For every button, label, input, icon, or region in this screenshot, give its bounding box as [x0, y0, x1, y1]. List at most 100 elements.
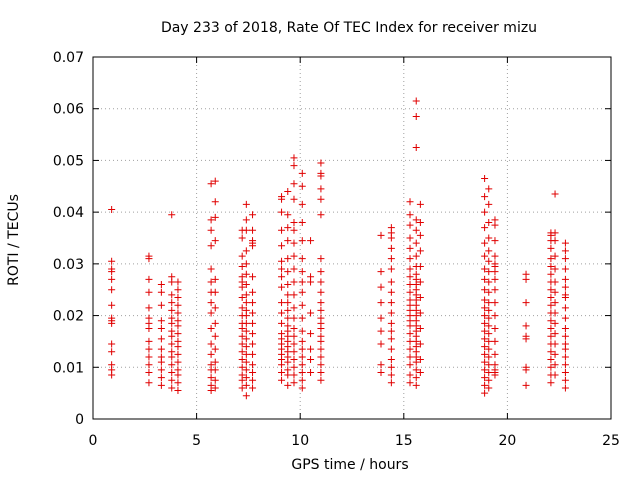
- data-point: [168, 306, 176, 314]
- data-point: [491, 361, 499, 369]
- data-point: [278, 299, 286, 307]
- data-point: [211, 384, 219, 392]
- data-point: [551, 319, 559, 327]
- data-point: [207, 381, 215, 389]
- data-point: [377, 231, 385, 239]
- data-point: [290, 265, 298, 273]
- data-point: [145, 345, 153, 353]
- data-point: [290, 348, 298, 356]
- data-point: [211, 288, 219, 296]
- data-point: [157, 288, 165, 296]
- data-point: [547, 255, 555, 263]
- data-point: [238, 384, 246, 392]
- data-point: [416, 247, 424, 255]
- data-point: [416, 218, 424, 226]
- data-point: [242, 366, 250, 374]
- data-point: [290, 340, 298, 348]
- x-tick-label: 20: [498, 433, 516, 449]
- data-point: [238, 371, 246, 379]
- data-point: [211, 358, 219, 366]
- data-point: [242, 247, 250, 255]
- data-point: [307, 309, 315, 317]
- data-point: [145, 304, 153, 312]
- data-point: [387, 278, 395, 286]
- data-point: [387, 327, 395, 335]
- plot-frame: [92, 56, 612, 420]
- data-point: [547, 348, 555, 356]
- data-point: [207, 299, 215, 307]
- data-point: [551, 371, 559, 379]
- data-point: [290, 278, 298, 286]
- data-point: [551, 340, 559, 348]
- data-point: [481, 275, 489, 283]
- data-point: [481, 319, 489, 327]
- data-point: [485, 257, 493, 265]
- data-point: [547, 332, 555, 340]
- data-point: [157, 281, 165, 289]
- data-point: [406, 353, 414, 361]
- data-point: [157, 381, 165, 389]
- data-point: [284, 211, 292, 219]
- data-point: [387, 379, 395, 387]
- data-point: [238, 293, 246, 301]
- data-point: [298, 237, 306, 245]
- data-point: [485, 337, 493, 345]
- data-point: [207, 180, 215, 188]
- data-point: [485, 299, 493, 307]
- data-point: [406, 296, 414, 304]
- data-point: [387, 371, 395, 379]
- data-point: [522, 332, 530, 340]
- data-point: [481, 358, 489, 366]
- data-point: [307, 356, 315, 364]
- data-point: [207, 309, 215, 317]
- x-tick-label: 5: [192, 433, 201, 449]
- data-point: [174, 337, 182, 345]
- data-point: [207, 340, 215, 348]
- data-point: [406, 345, 414, 353]
- data-point: [242, 319, 250, 327]
- data-point: [551, 350, 559, 358]
- data-point: [157, 345, 165, 353]
- data-point: [145, 252, 153, 260]
- data-point: [485, 288, 493, 296]
- axis-ticks: 0 0.01 0.02 0.03 0.04 0.05 0.06 0.07 0 5 10 15 20 25: [53, 50, 620, 449]
- data-point: [207, 265, 215, 273]
- data-point: [278, 376, 286, 384]
- data-point: [242, 281, 250, 289]
- data-point: [317, 314, 325, 322]
- data-point: [242, 350, 250, 358]
- data-point: [174, 278, 182, 286]
- data-point: [412, 374, 420, 382]
- data-point: [481, 296, 489, 304]
- data-point: [485, 384, 493, 392]
- data-point: [551, 288, 559, 296]
- data-point: [145, 353, 153, 361]
- data-point: [522, 363, 530, 371]
- data-point: [561, 275, 569, 283]
- data-point: [481, 265, 489, 273]
- data-point: [174, 387, 182, 395]
- data-point: [406, 281, 414, 289]
- data-point: [561, 361, 569, 369]
- data-point: [561, 291, 569, 299]
- data-point: [412, 97, 420, 105]
- data-point: [168, 361, 176, 369]
- data-point: [290, 363, 298, 371]
- data-point: [242, 291, 250, 299]
- data-point: [168, 376, 176, 384]
- data-point: [481, 381, 489, 389]
- data-point: [491, 275, 499, 283]
- data-point: [406, 288, 414, 296]
- data-point: [377, 368, 385, 376]
- data-point: [238, 234, 246, 242]
- data-point: [238, 273, 246, 281]
- data-point: [317, 368, 325, 376]
- data-point: [406, 244, 414, 252]
- data-point: [406, 234, 414, 242]
- data-point: [561, 340, 569, 348]
- data-point: [207, 374, 215, 382]
- data-point: [481, 224, 489, 232]
- data-point: [416, 309, 424, 317]
- x-tick-label: 15: [395, 433, 413, 449]
- data-point: [242, 260, 250, 268]
